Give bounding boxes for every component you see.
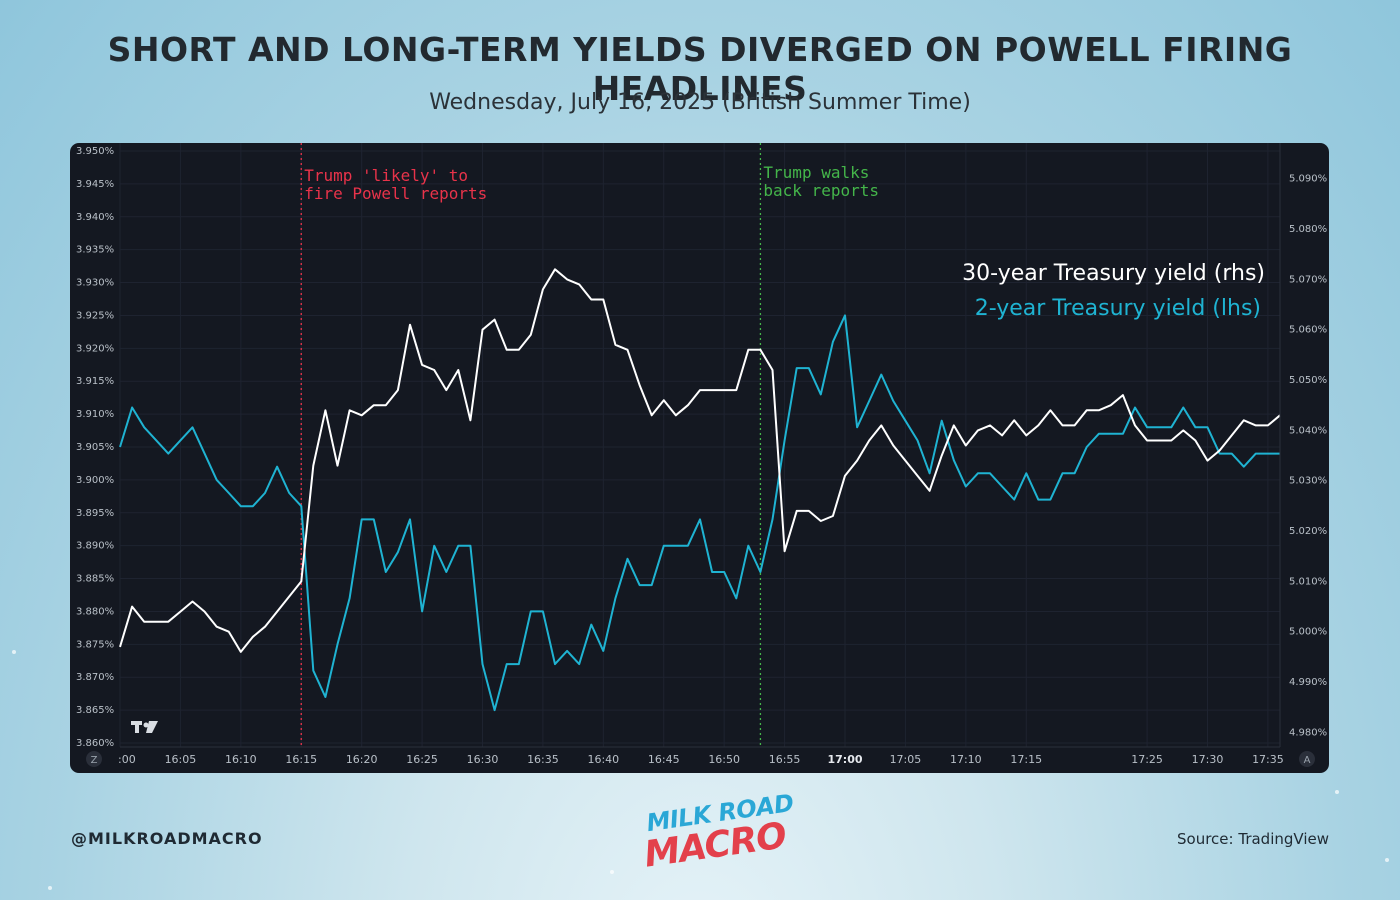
series-line-30y (119, 268, 1281, 653)
corner-label-right: A (1304, 755, 1311, 766)
left-axis-tick-label: 3.880% (76, 606, 114, 617)
social-handle: @MILKROADMACRO (71, 829, 263, 848)
source-credit: Source: TradingView (1177, 830, 1329, 848)
x-axis-tick-label: 16:15 (285, 753, 317, 766)
annotations: Trump 'likely' to fire Powell reports Tr… (300, 143, 879, 747)
x-axis-tick-label: 17:25 (1131, 753, 1163, 766)
right-axis-tick-label: 5.070% (1289, 274, 1327, 285)
series-line-2y (119, 314, 1280, 712)
left-axis-tick-label: 3.920% (76, 343, 114, 354)
left-axis-tick-label: 3.900% (76, 475, 114, 486)
x-axis-tick-label: 17:05 (890, 753, 922, 766)
left-axis-tick-label: 3.915% (76, 376, 114, 387)
left-axis-tick-label: 3.925% (76, 310, 114, 321)
yield-chart: Trump 'likely' to fire Powell reports Tr… (70, 143, 1329, 773)
left-axis-tick-label: 3.865% (76, 705, 114, 716)
x-axis-tick-label: 16:20 (346, 753, 378, 766)
right-axis-tick-label: 5.060% (1289, 325, 1327, 336)
x-axis-tick-label: 17:10 (950, 753, 982, 766)
x-axis-tick-label: :00 (118, 753, 136, 766)
snow-dot (1335, 790, 1339, 794)
right-axis-tick-label: 4.980% (1289, 727, 1327, 738)
series-lines (119, 268, 1281, 712)
annotation-walkback-line2: back reports (763, 181, 879, 200)
right-axis-tick-label: 5.080% (1289, 224, 1327, 235)
x-axis-tick-label: 16:30 (467, 753, 499, 766)
right-axis-tick-label: 5.020% (1289, 526, 1327, 537)
legend: 30-year Treasury yield (rhs) 2-year Trea… (962, 261, 1265, 321)
right-axis-tick-label: 5.010% (1289, 576, 1327, 587)
legend-30y: 30-year Treasury yield (rhs) (962, 261, 1265, 286)
x-axis-tick-label: 16:55 (769, 753, 801, 766)
left-axis-tick-label: 3.930% (76, 278, 114, 289)
milk-road-macro-logo: MILK ROAD MACRO (640, 789, 795, 880)
axes: 3.860% 3.865% 3.870% 3.875% 3.880% 3.885% 3.89… (76, 143, 1327, 766)
x-axis-tick-label: 16:25 (406, 753, 438, 766)
right-axis-tick-label: 5.000% (1289, 627, 1327, 638)
annotation-walkback-line1: Trump walks (763, 163, 869, 182)
right-axis-tick-label: 4.990% (1289, 677, 1327, 688)
x-axis-tick-label: 16:05 (165, 753, 197, 766)
x-axis-tick-label: 16:10 (225, 753, 257, 766)
page-subtitle: Wednesday, July 16, 2025 (British Summer… (429, 90, 971, 115)
annotation-firing-line1: Trump 'likely' to (304, 166, 468, 185)
left-axis-tick-label: 3.910% (76, 409, 114, 420)
left-axis-tick-label: 3.875% (76, 639, 114, 650)
x-axis-tick-label: 16:45 (648, 753, 680, 766)
page-title: SHORT AND LONG-TERM YIELDS DIVERGED ON P… (107, 30, 1293, 108)
left-axis-tick-label: 3.940% (76, 212, 114, 223)
snow-dot (12, 650, 16, 654)
corner-label-left: Z (91, 755, 98, 766)
x-axis-tick-label: 17:15 (1010, 753, 1042, 766)
left-axis-tick-label: 3.890% (76, 541, 114, 552)
x-axis-tick-label: 16:35 (527, 753, 559, 766)
yield-chart-svg: Trump 'likely' to fire Powell reports Tr… (76, 143, 1327, 767)
right-axis-tick-label: 5.090% (1289, 174, 1327, 185)
left-axis-tick-label: 3.870% (76, 672, 114, 683)
left-axis-tick-label: 3.895% (76, 508, 114, 519)
snow-dot (1385, 858, 1389, 862)
gridlines (119, 143, 1280, 747)
corner-button-left[interactable]: Z (86, 751, 102, 767)
right-axis-tick-label: 5.050% (1289, 375, 1327, 386)
left-axis-tick-label: 3.885% (76, 574, 114, 585)
left-axis-tick-label: 3.905% (76, 442, 114, 453)
x-axis-tick-label: 16:40 (587, 753, 619, 766)
x-axis-tick-label: 16:50 (708, 753, 740, 766)
legend-2y: 2-year Treasury yield (lhs) (975, 296, 1261, 321)
left-axis-tick-label: 3.950% (76, 146, 114, 157)
x-axis-tick-label: 17:30 (1192, 753, 1224, 766)
left-axis-tick-label: 3.945% (76, 179, 114, 190)
tradingview-logo-icon (131, 721, 158, 733)
left-axis-tick-label: 3.860% (76, 738, 114, 749)
right-axis-tick-label: 5.030% (1289, 476, 1327, 487)
left-axis-tick-label: 3.935% (76, 245, 114, 256)
snow-dot (610, 870, 614, 874)
right-axis-tick-label: 5.040% (1289, 425, 1327, 436)
corner-button-right[interactable]: A (1299, 751, 1315, 767)
x-axis-tick-label: 17:00 (827, 753, 862, 766)
x-axis-tick-label: 17:35 (1252, 753, 1284, 766)
snow-dot (48, 886, 52, 890)
annotation-firing-line2: fire Powell reports (304, 184, 487, 203)
